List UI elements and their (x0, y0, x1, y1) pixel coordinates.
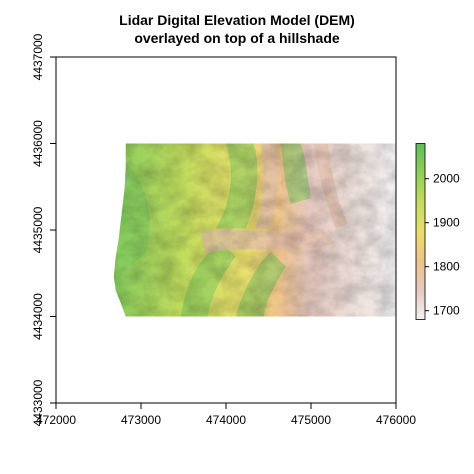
dem-raster (113, 143, 396, 317)
hillshade-texture (113, 143, 396, 317)
legend-colorbar (415, 143, 426, 320)
y-tick-label: 4437000 (31, 33, 45, 80)
y-tick-label: 4435000 (31, 206, 45, 253)
x-axis: 472000 473000 474000 475000 476000 (36, 403, 416, 427)
x-tick-label: 473000 (121, 413, 161, 427)
legend-tick-label: 1800 (433, 260, 460, 274)
x-tick-label: 476000 (376, 413, 416, 427)
chart-title-line2: overlayed on top of a hillshade (134, 30, 340, 46)
dem-raster-clipped (113, 143, 396, 317)
y-tick-label: 4434000 (31, 293, 45, 340)
legend-tick-label: 2000 (433, 172, 460, 186)
y-axis: 4433000 4434000 4435000 4436000 4437000 (31, 33, 56, 426)
y-tick-label: 4433000 (31, 379, 45, 426)
x-tick-label: 474000 (206, 413, 246, 427)
x-tick-label: 475000 (291, 413, 331, 427)
y-tick-label: 4436000 (31, 120, 45, 167)
legend-tick-label: 1700 (433, 304, 460, 318)
elevation-legend: 1700 1800 1900 2000 (415, 143, 460, 320)
legend-tick-label: 1900 (433, 216, 460, 230)
chart-title-line1: Lidar Digital Elevation Model (DEM) (119, 12, 355, 28)
x-tick-label: 472000 (36, 413, 76, 427)
